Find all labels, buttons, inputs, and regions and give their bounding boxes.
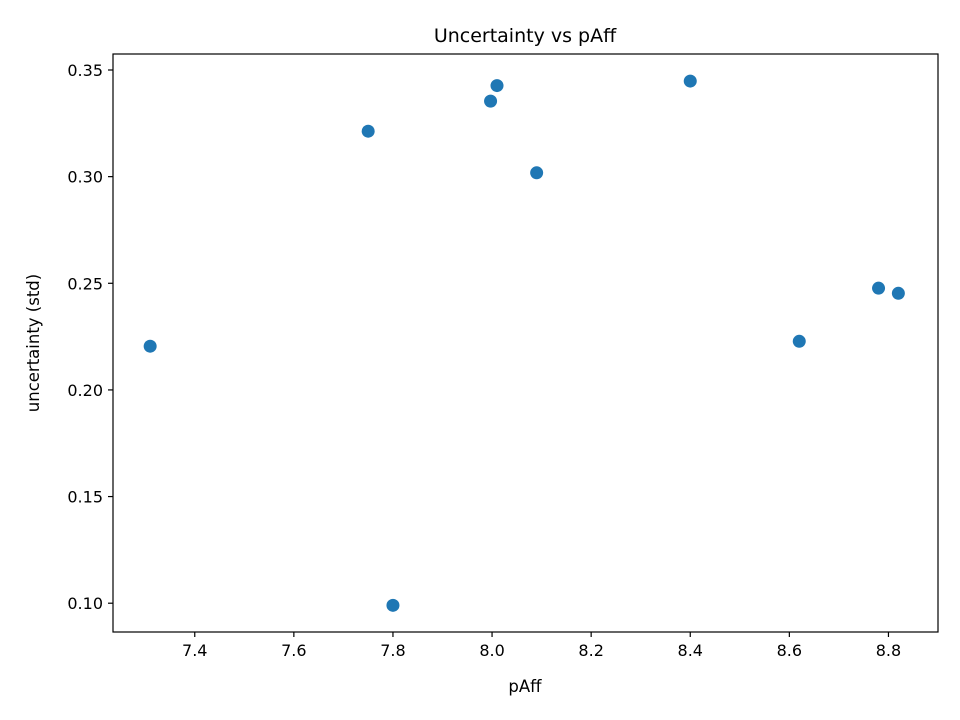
data-point <box>490 79 504 93</box>
x-axis-label: pAff <box>508 677 542 696</box>
y-tick-label: 0.10 <box>67 594 103 613</box>
data-point <box>683 74 697 88</box>
x-tick-label: 7.6 <box>281 641 306 660</box>
x-tick-label: 8.6 <box>777 641 802 660</box>
y-axis: 0.10 0.15 0.20 0.25 0.30 0.35 <box>67 61 113 613</box>
y-tick-label: 0.35 <box>67 61 103 80</box>
data-point <box>891 286 905 300</box>
data-point <box>530 166 544 180</box>
x-tick-label: 8.2 <box>578 641 603 660</box>
y-tick-label: 0.15 <box>67 488 103 507</box>
y-tick-label: 0.30 <box>67 168 103 187</box>
x-tick-label: 7.8 <box>380 641 405 660</box>
y-axis-label: uncertainty (std) <box>24 274 43 412</box>
data-point <box>872 281 886 295</box>
data-point <box>484 94 498 108</box>
data-point <box>386 598 400 612</box>
chart-title: Uncertainty vs pAff <box>434 25 617 47</box>
data-points <box>143 74 905 612</box>
x-axis: 7.4 7.6 7.8 8.0 8.2 8.4 8.6 8.8 <box>182 632 901 660</box>
plot-area <box>112 53 939 633</box>
x-tick-label: 8.0 <box>479 641 504 660</box>
data-point <box>361 124 375 138</box>
data-point <box>792 334 806 348</box>
x-tick-label: 8.8 <box>876 641 901 660</box>
y-tick-label: 0.20 <box>67 381 103 400</box>
data-point <box>143 339 157 353</box>
y-tick-label: 0.25 <box>67 274 103 293</box>
x-tick-label: 8.4 <box>678 641 703 660</box>
x-tick-label: 7.4 <box>182 641 207 660</box>
